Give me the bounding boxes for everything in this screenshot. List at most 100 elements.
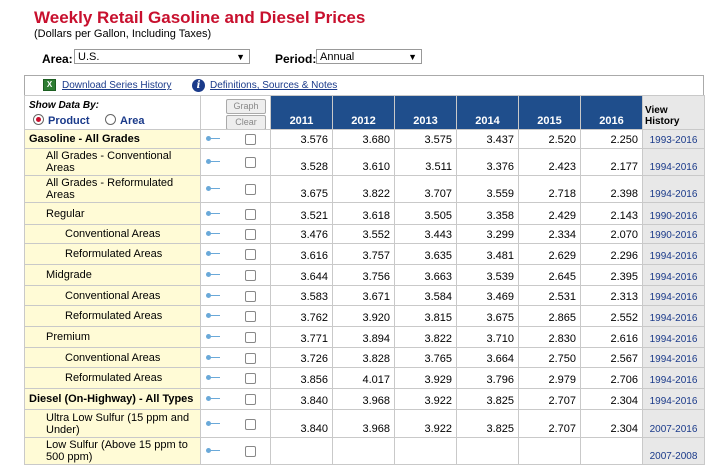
view-history-cell: 1994-2016 [642, 148, 705, 176]
excel-icon[interactable]: X [43, 79, 56, 91]
view-history-link[interactable]: 1994-2016 [649, 162, 698, 173]
price-value [580, 437, 643, 465]
pin-icon[interactable] [206, 447, 220, 454]
series-controls [200, 243, 271, 265]
series-name-cell: Reformulated Areas [24, 305, 201, 327]
view-history-cell: 1994-2016 [642, 388, 705, 410]
pin-icon[interactable] [206, 271, 220, 278]
price-value: 3.663 [394, 264, 457, 286]
pin-icon[interactable] [206, 374, 220, 381]
pin-icon[interactable] [206, 135, 220, 142]
series-name-cell: All Grades - Conventional Areas [24, 148, 201, 176]
download-series-history-link[interactable]: Download Series History [62, 80, 172, 91]
price-value [270, 437, 333, 465]
price-value: 3.635 [394, 243, 457, 265]
series-name-cell: Low Sulfur (Above 15 ppm to 500 ppm) [24, 437, 201, 465]
series-checkbox[interactable] [245, 184, 256, 195]
table-row: Premium 3.771 3.894 3.822 3.710 2.830 2.616 199… [24, 326, 705, 348]
view-history-link[interactable]: 1994-2016 [649, 189, 698, 200]
view-history-link[interactable]: 1990-2016 [649, 230, 698, 241]
graph-button[interactable]: Graph [226, 99, 266, 114]
year-header: 2015 [518, 95, 581, 130]
view-history-link[interactable]: 2007-2016 [649, 424, 698, 435]
pin-icon[interactable] [206, 250, 220, 257]
view-history-link[interactable]: 1994-2016 [649, 292, 698, 303]
table-row: Gasoline - All Grades 3.576 3.680 3.575 3.43… [24, 129, 705, 149]
series-checkbox[interactable] [245, 311, 256, 322]
price-value: 3.968 [332, 388, 395, 410]
view-history-link[interactable]: 2007-2008 [649, 451, 698, 462]
price-value [518, 437, 581, 465]
price-value: 2.313 [580, 285, 643, 306]
pin-icon[interactable] [206, 230, 220, 237]
chevron-down-icon: ▼ [236, 52, 245, 62]
series-checkbox[interactable] [245, 373, 256, 384]
definitions-sources-notes-link[interactable]: Definitions, Sources & Notes [210, 80, 338, 91]
pin-icon[interactable] [206, 395, 220, 402]
series-checkbox[interactable] [245, 270, 256, 281]
view-history-link[interactable]: 1994-2016 [649, 375, 698, 386]
pin-icon[interactable] [206, 292, 220, 299]
area-select[interactable]: U.S. ▼ [74, 49, 250, 64]
view-history-link[interactable]: 1994-2016 [649, 354, 698, 365]
series-checkbox[interactable] [245, 332, 256, 343]
price-value: 2.979 [518, 367, 581, 389]
page-subtitle: (Dollars per Gallon, Including Taxes) [34, 28, 212, 40]
radio-area[interactable]: Area [105, 114, 144, 127]
pin-icon[interactable] [206, 185, 220, 192]
series-checkbox[interactable] [245, 418, 256, 430]
series-checkbox[interactable] [245, 352, 256, 364]
pin-icon[interactable] [206, 333, 220, 340]
pin-icon[interactable] [206, 210, 220, 217]
series-checkbox[interactable] [245, 446, 256, 457]
info-icon[interactable]: i [192, 79, 205, 92]
series-name: Gasoline - All Grades [29, 133, 140, 145]
series-controls [200, 409, 271, 438]
series-controls [200, 148, 271, 176]
price-value: 2.629 [518, 243, 581, 265]
series-checkbox[interactable] [245, 157, 256, 168]
series-name: Areas [46, 162, 75, 174]
price-value: 3.840 [270, 388, 333, 410]
view-history-link[interactable]: 1994-2016 [649, 251, 698, 262]
table-row: Conventional Areas 3.726 3.828 3.765 3.664 2.… [24, 347, 705, 368]
price-value: 3.469 [456, 285, 519, 306]
price-value: 3.929 [394, 367, 457, 389]
pin-icon[interactable] [206, 158, 220, 165]
price-value: 3.437 [456, 129, 519, 149]
view-history-label: History [645, 116, 680, 127]
period-select[interactable]: Annual ▼ [316, 49, 422, 64]
price-value: 2.250 [580, 129, 643, 149]
price-value: 3.559 [456, 175, 519, 203]
series-name: Areas [46, 189, 75, 201]
view-history-link[interactable]: 1994-2016 [649, 396, 698, 407]
series-checkbox[interactable] [245, 394, 256, 405]
pin-icon[interactable] [206, 420, 220, 427]
view-history-link[interactable]: 1994-2016 [649, 334, 698, 345]
price-value: 3.822 [332, 175, 395, 203]
series-name-cell: Premium [24, 326, 201, 348]
clear-button[interactable]: Clear [226, 115, 266, 129]
series-checkbox[interactable] [245, 208, 256, 220]
prices-table: Show Data By: Product Area Graph Clear 2… [24, 95, 705, 465]
show-data-by: Show Data By: Product Area [24, 95, 201, 130]
series-checkbox[interactable] [245, 290, 256, 302]
price-value: 2.070 [580, 224, 643, 244]
year-header: 2016 [580, 95, 643, 130]
view-history-link[interactable]: 1990-2016 [649, 211, 698, 222]
series-name-cell: Diesel (On-Highway) - All Types [24, 388, 201, 410]
view-history-link[interactable]: 1994-2016 [649, 313, 698, 324]
radio-product[interactable]: Product [33, 114, 90, 127]
view-history-link[interactable]: 1993-2016 [649, 135, 698, 146]
price-value: 3.583 [270, 285, 333, 306]
series-checkbox[interactable] [245, 249, 256, 260]
price-value: 2.304 [580, 388, 643, 410]
view-history-cell: 1994-2016 [642, 326, 705, 348]
pin-icon[interactable] [206, 312, 220, 319]
series-checkbox[interactable] [245, 229, 256, 240]
pin-icon[interactable] [206, 354, 220, 361]
view-history-link[interactable]: 1994-2016 [649, 272, 698, 283]
price-value: 3.584 [394, 285, 457, 306]
series-checkbox[interactable] [245, 134, 256, 145]
series-controls [200, 388, 271, 410]
